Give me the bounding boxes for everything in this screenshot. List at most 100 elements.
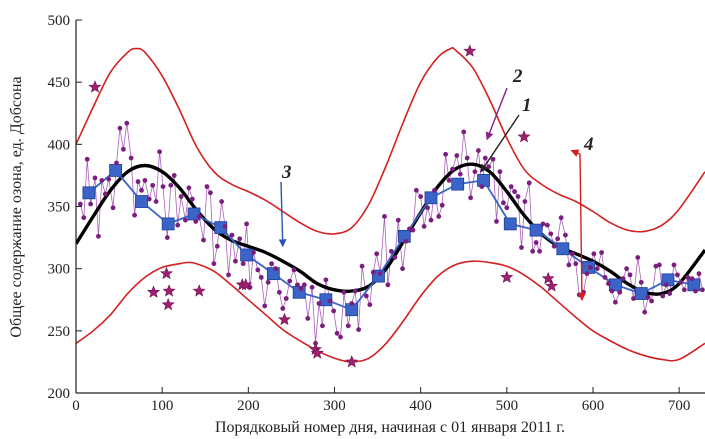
daily-point [178, 194, 184, 199]
daily-point [367, 302, 373, 308]
daily-point [472, 169, 478, 175]
annotation-arrow [278, 181, 287, 248]
extreme-star [517, 130, 531, 143]
daily-point [627, 272, 633, 278]
daily-point [196, 214, 202, 219]
daily-point [558, 215, 564, 221]
x-axis-label: Порядковый номер дня, начиная с 01 январ… [215, 419, 565, 436]
daily-point [454, 153, 460, 158]
daily-point [265, 279, 271, 285]
monthly-mean-marker [109, 164, 123, 177]
daily-point [153, 199, 159, 204]
daily-point [617, 289, 623, 295]
daily-point [385, 282, 391, 288]
y-axis-label: Общее содержание озона, ед. Добсона [8, 76, 25, 337]
daily-point [255, 267, 261, 273]
x-tick-label: 300 [323, 398, 346, 414]
daily-point [464, 155, 470, 161]
extreme-star [162, 284, 176, 297]
daily-point [211, 261, 217, 267]
daily-point [341, 289, 347, 295]
daily-point [160, 184, 166, 190]
daily-point [269, 261, 274, 267]
extreme-star [345, 355, 359, 368]
bound-lines [76, 46, 705, 363]
daily-point [591, 251, 597, 257]
annotation-arrow [577, 153, 586, 301]
daily-point [204, 184, 210, 190]
y-tick-label: 500 [48, 13, 71, 29]
monthly-mean-marker [135, 195, 148, 208]
daily-point [584, 271, 590, 277]
daily-point [631, 296, 636, 301]
daily-point [363, 293, 369, 299]
daily-point [504, 205, 510, 211]
daily-point [298, 286, 304, 291]
daily-point [588, 265, 593, 270]
daily-point [395, 217, 401, 223]
y-ticks: 200 250 300 350 400 450 500 [48, 13, 82, 402]
daily-point [515, 194, 521, 199]
y-tick-label: 350 [48, 200, 71, 216]
x-tick-label: 400 [409, 398, 432, 414]
daily-point [370, 269, 376, 275]
extreme-star [239, 277, 253, 291]
daily-point [609, 288, 615, 294]
daily-point [120, 146, 126, 152]
daily-point [240, 261, 246, 267]
daily-point [537, 248, 542, 254]
daily-point [183, 217, 188, 223]
daily-point [287, 278, 293, 284]
y-tick-label: 200 [48, 386, 71, 402]
daily-point [102, 191, 108, 197]
extreme-star [541, 271, 555, 285]
monthly-mean-marker [240, 248, 254, 262]
daily-point [566, 262, 572, 268]
daily-point [392, 255, 398, 260]
daily-point [175, 222, 181, 228]
axes: 0 100 200 300 400 500 600 700 20025030035040045… [48, 13, 705, 414]
daily-point [482, 155, 488, 161]
daily-point [508, 184, 514, 190]
daily-point [450, 166, 455, 172]
daily-point [457, 171, 463, 177]
daily-point [526, 180, 532, 186]
daily-point [171, 173, 177, 178]
daily-point [201, 237, 206, 243]
daily-point [678, 279, 684, 285]
daily-point [359, 263, 365, 269]
y-tick-label: 450 [48, 75, 71, 91]
daily-point [352, 288, 358, 294]
daily-point [479, 184, 485, 190]
daily-point [635, 255, 641, 260]
daily-point [544, 222, 550, 228]
daily-point [675, 272, 680, 278]
daily-point [519, 245, 524, 250]
daily-point [124, 120, 130, 126]
daily-point [338, 334, 343, 340]
daily-point [671, 262, 677, 268]
daily-point [135, 179, 141, 185]
daily-point [569, 251, 575, 257]
daily-point [428, 217, 434, 223]
daily-point [421, 223, 427, 229]
daily-point [309, 284, 315, 290]
daily-point [99, 177, 105, 183]
daily-point [693, 288, 698, 294]
daily-point [500, 200, 506, 206]
annotation-label: 1 [522, 95, 532, 116]
daily-point [374, 251, 380, 257]
daily-point [258, 274, 264, 280]
plot-area [76, 44, 705, 368]
daily-point [146, 196, 152, 202]
annotation-arrow [570, 149, 581, 157]
daily-point [305, 316, 311, 321]
daily-point [696, 271, 702, 277]
daily-point [497, 169, 503, 175]
monthly-mean-marker [634, 287, 648, 300]
y-tick-label: 300 [48, 262, 71, 278]
daily-point [273, 266, 279, 272]
extreme-star [161, 297, 175, 311]
extreme-star [88, 80, 102, 93]
